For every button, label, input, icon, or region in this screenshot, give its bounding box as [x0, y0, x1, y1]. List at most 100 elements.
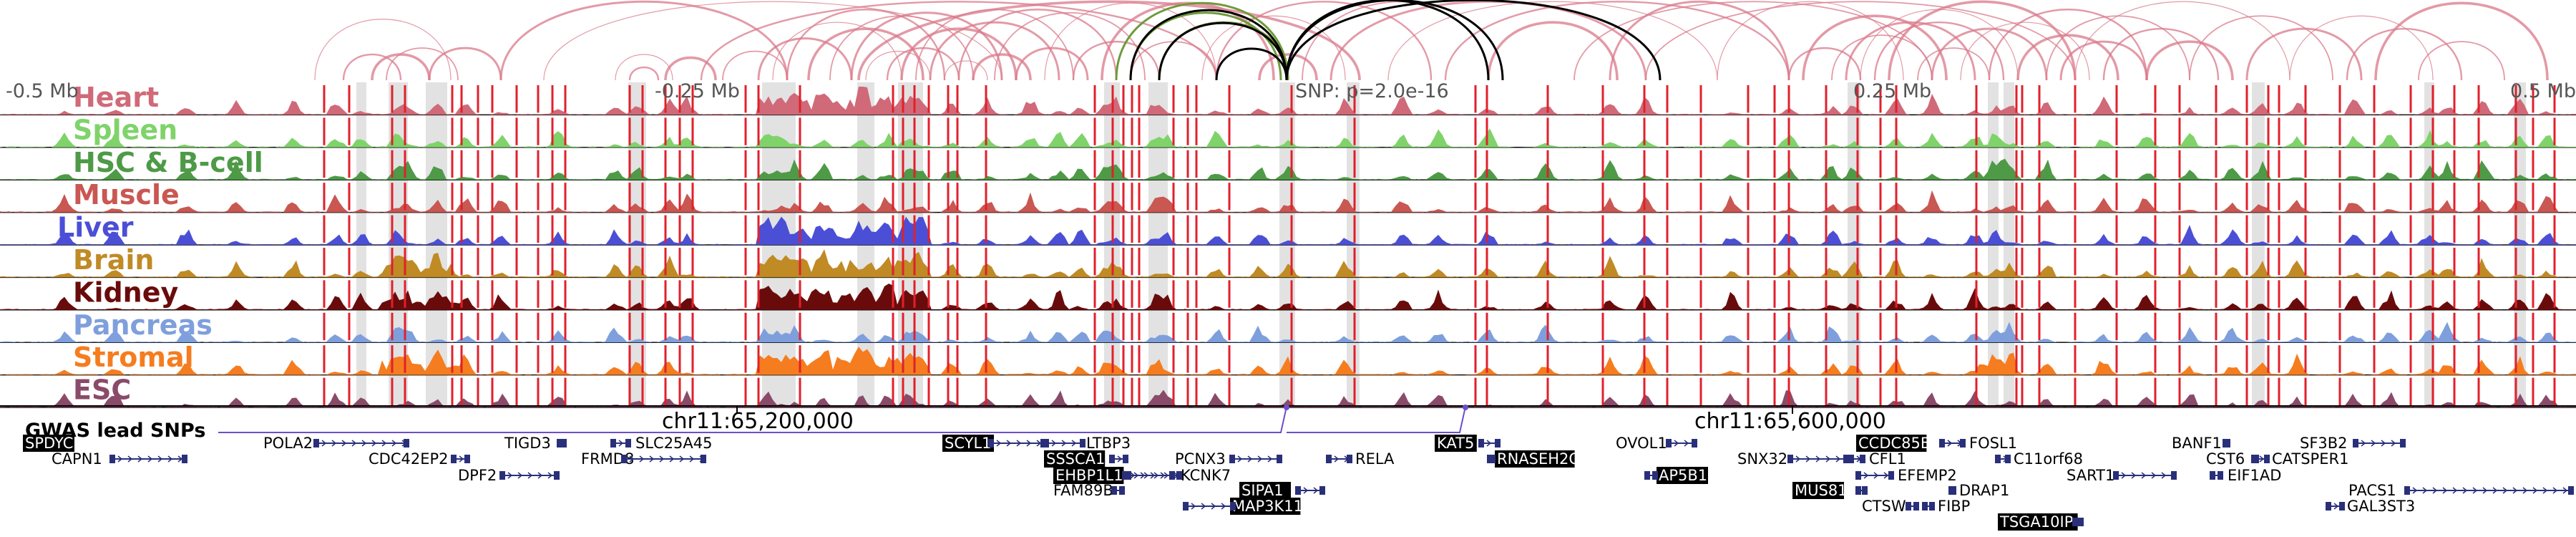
- gene-exon: [1111, 486, 1117, 495]
- gene-strand-arrow: [2452, 487, 2458, 494]
- gene-label-background: [1657, 467, 1708, 484]
- gene-exon: [1495, 439, 1501, 448]
- gene-strand-arrow: [2141, 472, 2147, 479]
- gene-strand-arrow: [1117, 455, 1123, 463]
- gene-exon: [561, 439, 567, 448]
- gene-strand-arrow: [321, 440, 327, 447]
- gene-strand-arrow: [1795, 455, 1801, 463]
- gene-strand-arrow: [1815, 455, 1821, 463]
- gene-ap5b1: AP5B1: [1644, 467, 1708, 484]
- interaction-arc: [1888, 0, 2077, 81]
- gene-strand-arrow: [391, 440, 397, 447]
- gene-label: POLA2: [263, 435, 313, 452]
- gene-ltbp3: LTBP3: [1043, 435, 1131, 452]
- gene-strand-arrow: [381, 440, 387, 447]
- gene-label: CFL1: [1869, 450, 1906, 468]
- gene-strand-arrow: [2492, 487, 2498, 494]
- gene-strand-arrow: [2502, 487, 2508, 494]
- gene-exon: [1123, 455, 1128, 463]
- interaction-arc: [1387, 1, 1718, 81]
- gene-strand-arrow: [1221, 503, 1226, 510]
- gene-strand-arrow: [2512, 487, 2518, 494]
- gene-label: RELA: [1355, 450, 1395, 468]
- signal-track-kidney: [0, 284, 2576, 310]
- gene-exon: [625, 439, 631, 448]
- gene-fibp: FIBP: [1922, 498, 1970, 515]
- gene-frmd8: FRMD8: [581, 450, 706, 468]
- gene-label: FAM89B: [1053, 482, 1113, 499]
- gene-exon: [2078, 518, 2084, 526]
- gene-strand-arrow: [639, 455, 645, 463]
- interaction-arc: [1860, 9, 2019, 81]
- interaction-arc: [1831, 34, 1933, 81]
- gene-strand-arrow: [331, 440, 337, 447]
- interaction-arc: [1330, 0, 1647, 81]
- gene-strand-arrow: [669, 455, 675, 463]
- gene-strand-arrow: [2151, 472, 2157, 479]
- interaction-arc: [757, 37, 853, 81]
- gene-strand-arrow: [1006, 440, 1012, 447]
- gene-label: CCDC85B: [1858, 435, 1931, 452]
- gene-kcnk7: KCNK7: [1122, 467, 1231, 484]
- gene-strand-arrow: [1140, 472, 1146, 479]
- gene-strand-arrow: [2432, 487, 2438, 494]
- gene-strand-arrow: [2562, 487, 2568, 494]
- interaction-arc: [972, 53, 1032, 81]
- gene-exon: [1692, 439, 1697, 448]
- gene-exon: [610, 439, 616, 448]
- coordinate-label-left: chr11:65,200,000: [662, 409, 854, 434]
- snp-interaction-arc: [1215, 47, 1288, 81]
- gene-exon: [1295, 486, 1301, 495]
- interaction-arc: [314, 19, 452, 81]
- track-label-hsc-b-cell: HSC & B-cell: [73, 147, 263, 178]
- interaction-arc: [2074, 1, 2290, 81]
- gene-exon: [554, 471, 560, 480]
- gene-strand-arrow: [1016, 440, 1022, 447]
- interaction-arc: [1873, 21, 2005, 81]
- gene-exon: [2264, 455, 2270, 463]
- interaction-arc: [1487, 21, 1619, 81]
- gene-label: EFEMP2: [1898, 467, 1957, 484]
- peak-markers: [323, 85, 2556, 405]
- gene-exon: [499, 471, 505, 480]
- gene-label-background: [1230, 498, 1301, 515]
- gene-eif1ad: EIF1AD: [2210, 467, 2281, 484]
- interaction-arc: [1787, 47, 1862, 81]
- interaction-arc: [1609, 0, 1790, 81]
- snp-interaction-arc: [1129, 9, 1288, 81]
- gene-strand-arrow: [1026, 440, 1032, 447]
- snp-interaction-arc: [1115, 1, 1289, 81]
- gwas-snp-marker-1: [1284, 405, 1289, 410]
- gene-strand-arrow: [629, 455, 635, 463]
- gene-exon: [1922, 502, 1928, 511]
- gene-exon: [1183, 502, 1189, 511]
- gene-label-background: [23, 435, 74, 452]
- gene-label: SPDYC: [25, 435, 73, 452]
- interaction-arc: [700, 1, 1218, 81]
- gene-label: AP5B1: [1659, 467, 1707, 484]
- gene-strand-arrow: [2522, 487, 2528, 494]
- gene-tsga10ip: TSGA10IP: [1998, 513, 2084, 531]
- gene-sf3b2: SF3B2: [2300, 435, 2406, 452]
- interaction-arc: [1201, 15, 1346, 81]
- gene-label: MAP3K11: [1232, 498, 1303, 515]
- gene-exon: [1848, 455, 1854, 463]
- gene-scyl1: SCYL1: [942, 435, 1046, 452]
- interaction-arc: [1988, 9, 2148, 81]
- coordinate-axis: chr11:65,200,000 chr11:65,600,000: [0, 405, 2576, 434]
- gene-spdyc: SPDYC: [23, 435, 74, 452]
- interaction-arc: [499, 0, 789, 81]
- gene-strand-arrow: [2422, 487, 2428, 494]
- gene-exon: [1787, 455, 1793, 463]
- interaction-arc: [1931, 27, 2048, 81]
- gene-strand-arrow: [1211, 503, 1216, 510]
- gene-strand-arrow: [117, 455, 123, 463]
- gene-pacs1: PACS1: [2348, 482, 2574, 499]
- gene-strand-arrow: [2161, 472, 2167, 479]
- gene-strand-arrow: [1486, 440, 1492, 447]
- interaction-arc: [1444, 1, 1790, 81]
- gene-dpf2: DPF2: [458, 467, 560, 484]
- gene-strand-arrow: [137, 455, 143, 463]
- interaction-arc: [1015, 47, 1089, 81]
